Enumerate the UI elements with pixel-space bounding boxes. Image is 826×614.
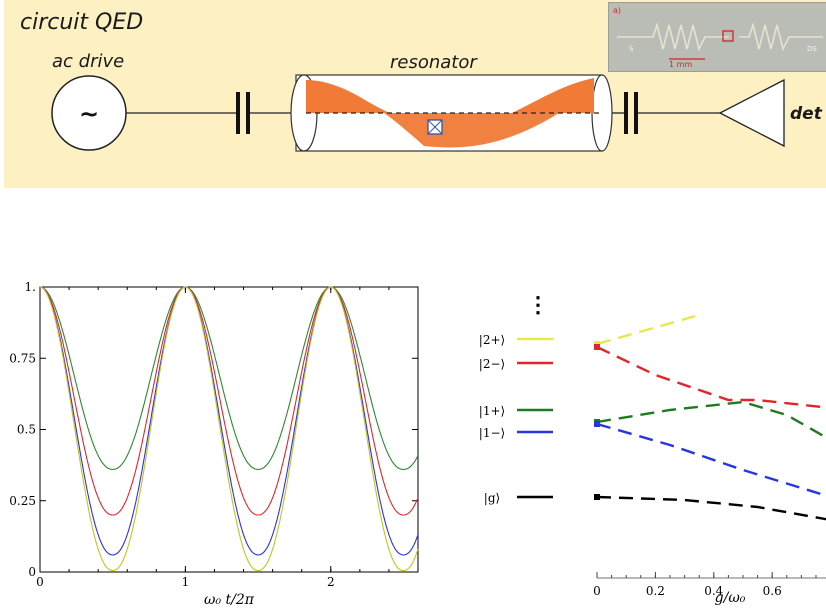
x-tick-label: 0.2 xyxy=(646,584,665,598)
series-line-2 xyxy=(39,286,419,556)
x-tick-label: 2 xyxy=(327,575,335,589)
x-tick-label: 0.4 xyxy=(704,584,723,598)
level-marker xyxy=(594,341,600,347)
resonator-label: resonator xyxy=(390,52,477,73)
x-tick-label: 0.6 xyxy=(763,584,782,598)
ac-drive-label: ac drive xyxy=(52,51,125,72)
level-label: |g⟩ xyxy=(484,491,500,505)
level-curve-0 xyxy=(596,313,700,346)
mode-profile-upper xyxy=(306,80,389,113)
level-label: |1+⟩ xyxy=(479,404,505,418)
level-curve-1 xyxy=(596,345,826,409)
inset-panel-label: a) xyxy=(613,6,621,15)
level-curve-2 xyxy=(596,400,826,439)
level-label: |2−⟩ xyxy=(479,357,505,371)
y-tick-label: 0.75 xyxy=(9,351,36,365)
level-curve-4 xyxy=(596,495,826,521)
inset-scale-label: 1 mm xyxy=(669,60,693,69)
circuit-schematic: ~ xyxy=(51,74,785,152)
level-marker xyxy=(594,419,600,425)
circuit-banner: circuit QED ac drive resonator det ~ xyxy=(4,0,826,188)
x-tick-label: 0 xyxy=(593,584,601,598)
y-tick-label: 1. xyxy=(25,280,36,294)
series-line-0 xyxy=(39,286,419,470)
x-axis-label: ω₀ t/2π xyxy=(204,592,255,608)
mode-profile xyxy=(306,80,594,148)
series-line-1 xyxy=(39,286,419,516)
x-tick-label: 0 xyxy=(36,575,44,589)
y-tick-label: 0.25 xyxy=(9,494,36,508)
x-tick-label: 1 xyxy=(182,575,190,589)
ac-source-symbol: ~ xyxy=(79,100,99,128)
plot1-frame xyxy=(39,286,419,573)
mode-profile-right xyxy=(512,78,594,113)
level-label: |1−⟩ xyxy=(479,426,505,440)
x-axis-label: g/ω₀ xyxy=(715,590,746,606)
inset-port-left: S xyxy=(629,45,634,53)
level-marker xyxy=(594,344,600,350)
ellipsis-icon: ⋮ xyxy=(527,292,549,318)
level-marker xyxy=(594,421,600,427)
y-tick-label: 0 xyxy=(28,565,36,579)
chip-micrograph-inset: a) S DS 1 mm xyxy=(608,2,826,72)
y-tick-label: 0.5 xyxy=(17,423,36,437)
detector-label: det xyxy=(790,104,822,124)
level-label: |2+⟩ xyxy=(479,333,505,347)
level-marker xyxy=(594,494,600,500)
banner-title: circuit QED xyxy=(20,10,144,35)
series-line-3 xyxy=(39,286,419,572)
inset-port-right: DS xyxy=(807,45,817,53)
detector-icon xyxy=(718,78,785,148)
level-curve-3 xyxy=(596,422,826,497)
chip-drawing: a) S DS xyxy=(613,6,823,60)
